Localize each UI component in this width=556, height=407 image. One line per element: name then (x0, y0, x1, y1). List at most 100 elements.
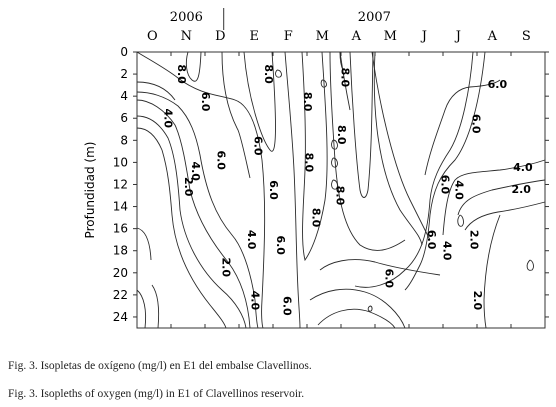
caption-spanish: Fig. 3. Isopletas de oxígeno (mg/l) en E… (8, 360, 312, 372)
contour-label: 6.0 (469, 114, 482, 134)
contour-label: 6.0 (439, 175, 452, 195)
contour-label: 8.0 (335, 125, 348, 145)
month-label: N (181, 29, 192, 44)
isopleth-curve (457, 179, 546, 216)
contour-label: 2.0 (219, 258, 232, 278)
y-tick-label: 10 (113, 155, 128, 169)
contour-label: 6.0 (383, 269, 396, 289)
isopleth-curve (136, 99, 251, 329)
isopleth-curve (331, 139, 338, 150)
isopleth-curve (185, 51, 202, 82)
contour-label: 6.0 (488, 78, 508, 91)
y-tick-label: 14 (113, 200, 128, 214)
contour-label: 6.0 (281, 296, 294, 316)
y-axis-label: Profundidad (m) (83, 142, 97, 239)
y-tick-label: 24 (113, 310, 128, 324)
isopleth-lines (136, 51, 546, 329)
contour-label: 6.0 (214, 150, 227, 170)
y-tick-label: 0 (120, 45, 128, 59)
isopleth-curve (483, 214, 501, 329)
isopleth-curve (339, 51, 351, 111)
contour-label: 4.0 (513, 161, 533, 174)
isopleth-curve (367, 305, 373, 312)
y-tick-label: 18 (113, 244, 128, 258)
isopleth-curve (320, 79, 327, 88)
isopleth-curve (457, 214, 464, 227)
contour-label: 8.0 (338, 68, 351, 88)
y-tick-label: 20 (113, 266, 128, 280)
month-label: J (454, 29, 461, 44)
contour-label: 6.0 (199, 92, 212, 112)
contour-label: 6.0 (267, 180, 280, 200)
month-label: S (522, 29, 531, 44)
contour-label: 4.0 (440, 241, 453, 261)
chart-header: 2006 2007 O N D E F M A M J J A S (147, 8, 531, 44)
isopleth-curve (136, 81, 176, 101)
isopleth-curve (317, 308, 396, 329)
contour-label: 4.0 (248, 291, 261, 311)
contour-label: 8.0 (303, 153, 316, 173)
isopleth-curve (136, 115, 247, 329)
isopleth-curve (404, 51, 486, 291)
contour-label: 2.0 (468, 230, 481, 250)
month-label: D (215, 29, 225, 44)
contour-label: 8.0 (301, 92, 314, 112)
isopleth-curve (136, 91, 259, 329)
contour-label: 4.0 (189, 161, 202, 181)
month-label: A (487, 29, 498, 44)
month-label: M (384, 29, 397, 44)
contour-label: 6.0 (274, 235, 287, 255)
isopleth-curve (221, 51, 251, 179)
month-label: J (420, 29, 427, 44)
isopleth-curve (354, 51, 474, 288)
isopleth-curve (349, 51, 374, 198)
isopleth-curve (331, 157, 338, 168)
contour-label: 2.0 (471, 291, 484, 311)
isopleth-curve (424, 79, 501, 176)
contour-label: 4.0 (162, 108, 175, 128)
isopleth-curve (442, 159, 546, 236)
contour-label: 8.0 (262, 64, 275, 84)
contour-label: 6.0 (252, 136, 265, 156)
isopleth-curve (319, 259, 441, 276)
isopleth-curve (526, 259, 534, 271)
y-tick-label: 22 (113, 288, 128, 302)
contour-label: 2.0 (511, 183, 531, 196)
month-label: O (147, 29, 158, 44)
contour-label: 4.0 (245, 230, 258, 250)
y-tick-label: 6 (120, 111, 128, 125)
month-label: M (316, 29, 329, 44)
month-label: E (250, 29, 260, 44)
year-label: 2007 (358, 10, 391, 25)
contour-label: 8.0 (333, 186, 346, 206)
isopleth-curve (309, 288, 406, 329)
y-tick-label: 8 (120, 133, 128, 147)
isopleth-curve (136, 289, 147, 329)
contour-label: 8.0 (175, 64, 188, 84)
contour-label: 6.0 (425, 230, 438, 250)
isopleth-curve (331, 179, 338, 190)
isopleth-curve (243, 51, 276, 152)
isopleth-curve (329, 51, 406, 251)
y-tick-label: 16 (113, 222, 128, 236)
isopleth-curve (136, 127, 227, 329)
month-label: A (351, 29, 362, 44)
y-tick-label: 4 (120, 89, 128, 103)
isopleth-curve (136, 51, 266, 329)
y-tick-label: 12 (113, 177, 128, 191)
year-label: 2006 (170, 10, 203, 25)
contour-labels: 8.06.04.06.06.04.02.08.08.08.08.08.08.08… (162, 64, 533, 316)
isopleth-curve (136, 227, 152, 261)
isopleth-curve (373, 51, 423, 246)
month-label: F (284, 29, 293, 44)
isopleth-curve (284, 51, 301, 329)
caption-english: Fig. 3. Isopleths of oxygen (mg/l) in E1… (8, 388, 305, 400)
isopleth-curve (371, 51, 431, 241)
y-tick-label: 2 (120, 67, 128, 81)
isopleth-curve (151, 284, 160, 329)
contour-label: 8.0 (310, 208, 323, 228)
isopleth-curve (275, 69, 282, 78)
isopleth-curve (301, 51, 328, 262)
